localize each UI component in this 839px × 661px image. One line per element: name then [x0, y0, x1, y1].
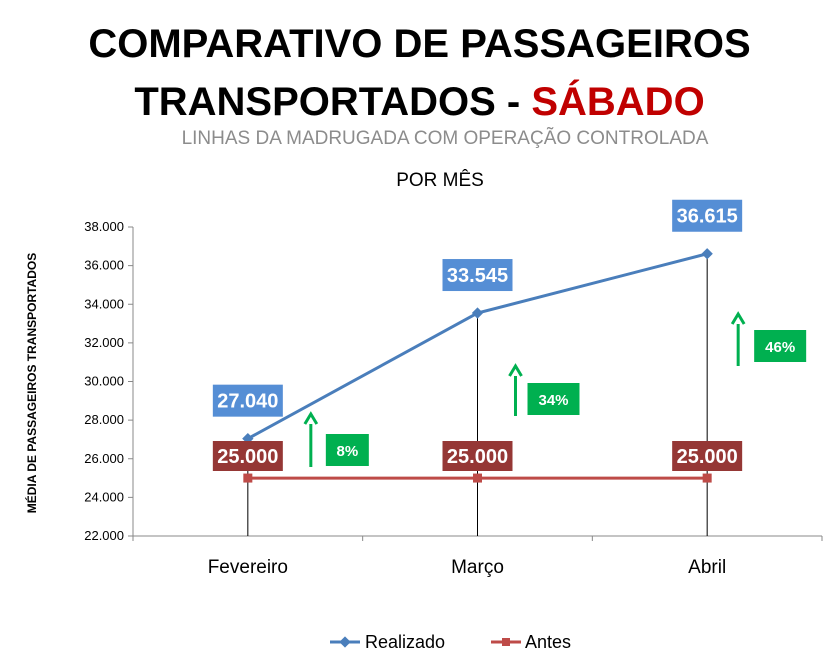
data-label-realizado: 33.545 [447, 265, 508, 287]
data-label-antes: 25.000 [217, 446, 278, 468]
y-tick-label: 26.000 [84, 451, 124, 466]
data-point-antes [243, 473, 253, 483]
legend-label-realizado: Realizado [365, 632, 446, 652]
x-tick-label: Fevereiro [208, 557, 288, 578]
legend-marker-antes [491, 638, 521, 646]
growth-badge-box [527, 383, 580, 415]
data-point-realizado [471, 307, 484, 319]
legend-marker-realizado [330, 636, 360, 648]
title-highlight: SÁBADO [531, 80, 705, 124]
chart-title-line2: TRANSPORTADOS - SÁBADO [0, 78, 839, 126]
y-tick-label: 32.000 [84, 335, 124, 350]
chart-subtitle-2: POR MÊS [396, 170, 484, 191]
title-prefix: TRANSPORTADOS - [134, 80, 532, 124]
data-point-antes [702, 473, 712, 483]
data-label-antes-box [442, 441, 513, 471]
data-label-realizado-box [442, 259, 513, 292]
legend-label-antes: Antes [525, 632, 572, 652]
y-tick-label: 34.000 [84, 296, 124, 311]
growth-arrow-head [730, 311, 746, 325]
y-tick-label: 22.000 [84, 528, 124, 543]
y-tick-label: 36.000 [84, 258, 124, 273]
data-label-antes: 25.000 [447, 446, 508, 468]
growth-badge-label: 46% [765, 339, 795, 356]
legend-item-antes: Antes [491, 632, 571, 653]
growth-arrow-head [508, 363, 523, 377]
y-tick-label: 24.000 [84, 489, 124, 504]
data-label-realizado-box [672, 199, 743, 232]
y-tick-label: 28.000 [84, 412, 124, 427]
x-tick-label: Março [451, 557, 504, 578]
y-tick-label: 30.000 [84, 374, 124, 389]
chart-title-line1: COMPARATIVO DE PASSAGEIROS [88, 22, 751, 66]
growth-arrow-head [303, 411, 319, 425]
growth-badge-box [325, 434, 369, 466]
growth-badge-box [754, 330, 807, 362]
data-label-antes: 25.000 [677, 446, 738, 468]
growth-badge-label: 8% [336, 443, 358, 460]
y-tick-label: 38.000 [84, 219, 124, 234]
data-label-realizado: 27.040 [217, 391, 278, 413]
legend-item-realizado: Realizado [330, 632, 445, 653]
data-label-antes-box [212, 441, 283, 471]
x-tick-label: Abril [688, 557, 726, 578]
data-label-realizado: 36.615 [677, 206, 738, 228]
chart-subtitle: LINHAS DA MADRUGADA COM OPERAÇÃO CONTROL… [181, 128, 709, 149]
data-label-realizado-box [212, 384, 283, 417]
data-label-antes-box [672, 441, 743, 471]
growth-badge-label: 34% [538, 392, 568, 409]
data-point-antes [473, 473, 482, 483]
data-point-realizado [701, 248, 713, 260]
